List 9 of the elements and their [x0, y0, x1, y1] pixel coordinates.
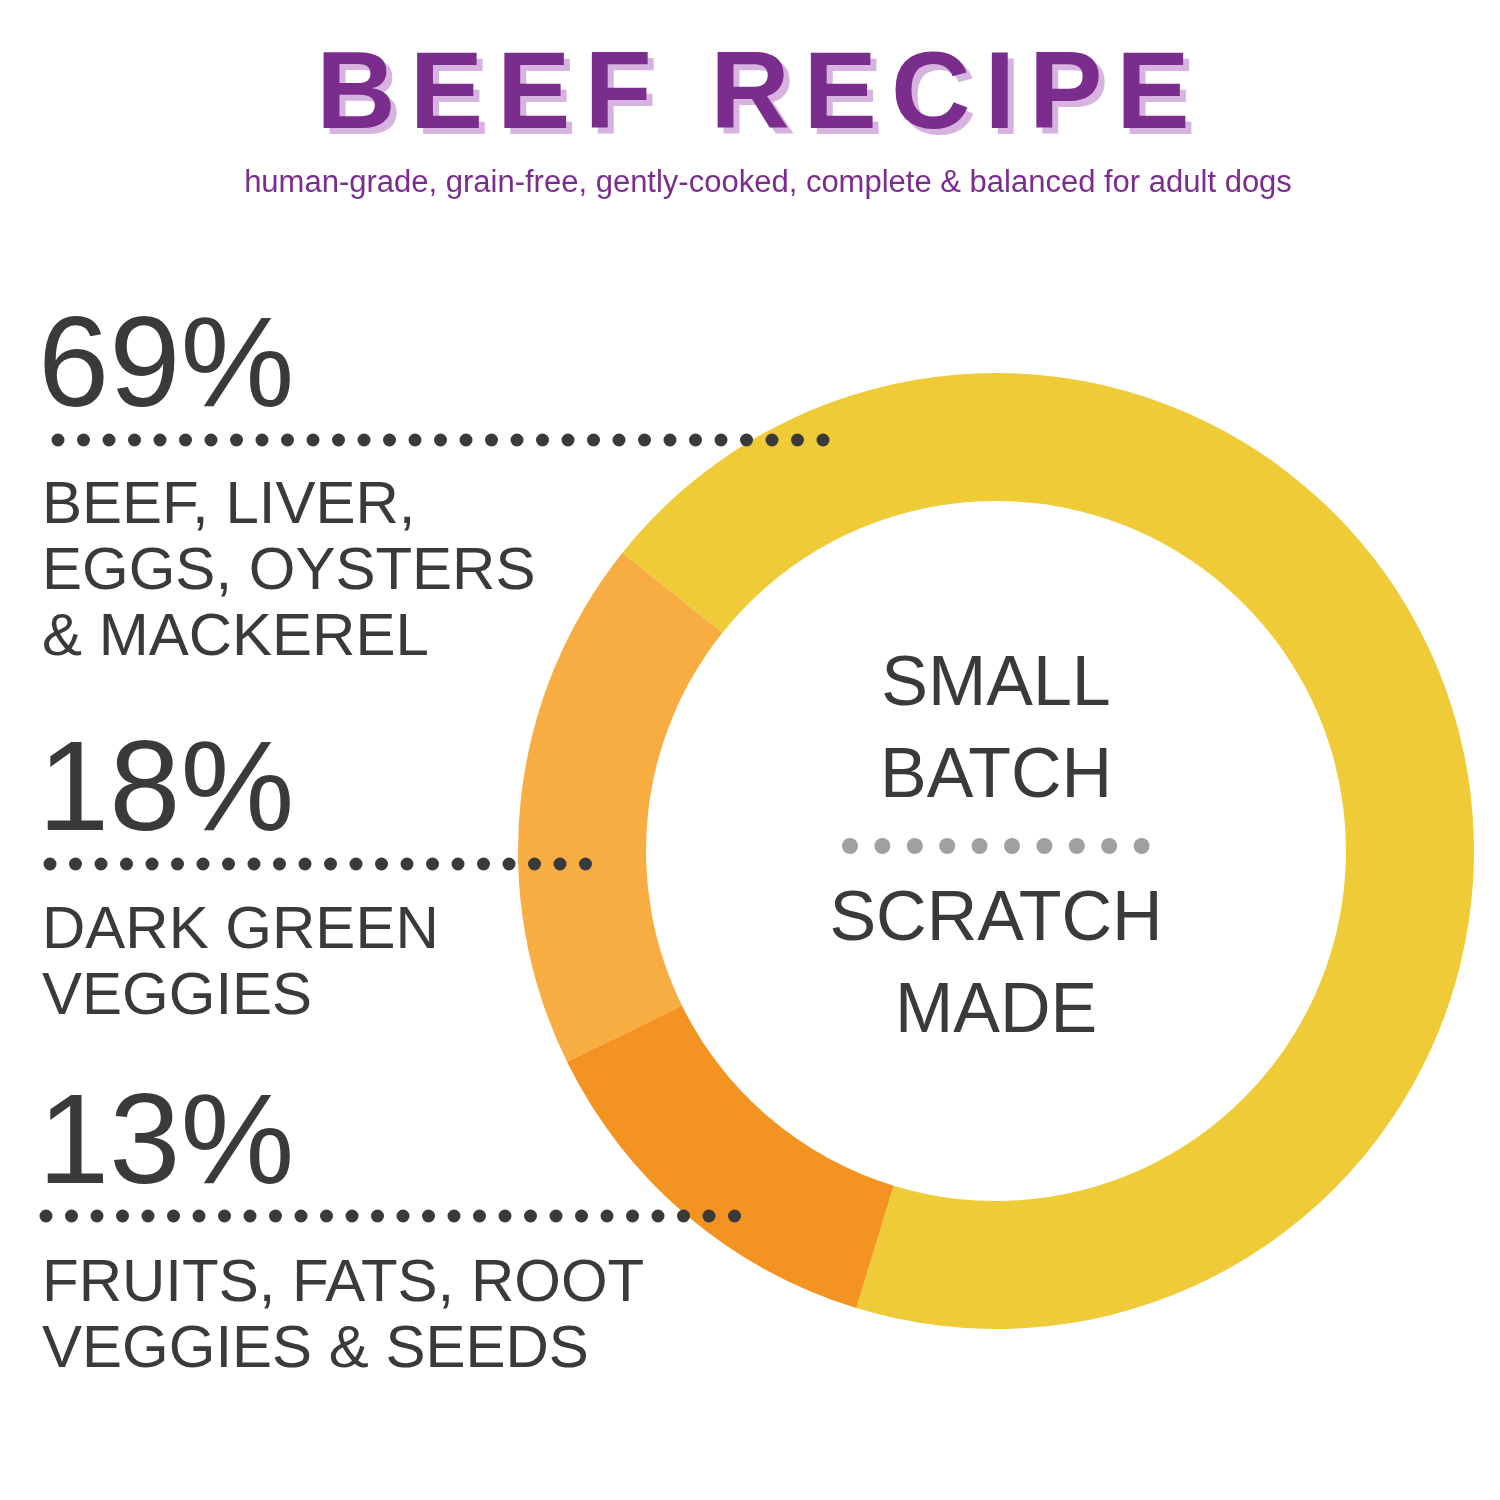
text: SCRATCH MADE — [829, 877, 1163, 1047]
slice-label: DARK GREEN VEGGIES — [42, 894, 439, 1027]
slice-label: FRUITS, FATS, ROOT VEGGIES & SEEDS — [42, 1247, 645, 1380]
chart-subtitle: human-grade, grain-free, gently-cooked, complete & balanced for adult dogs — [244, 164, 1292, 199]
data-label: 13% — [38, 1067, 295, 1210]
slice-label: BEEF, LIVER, EGGS, OYSTERS & MACKEREL — [42, 469, 536, 668]
text: SMALL BATCH — [879, 642, 1113, 812]
data-label: 69% — [38, 290, 295, 433]
data-label: 18% — [38, 714, 295, 857]
